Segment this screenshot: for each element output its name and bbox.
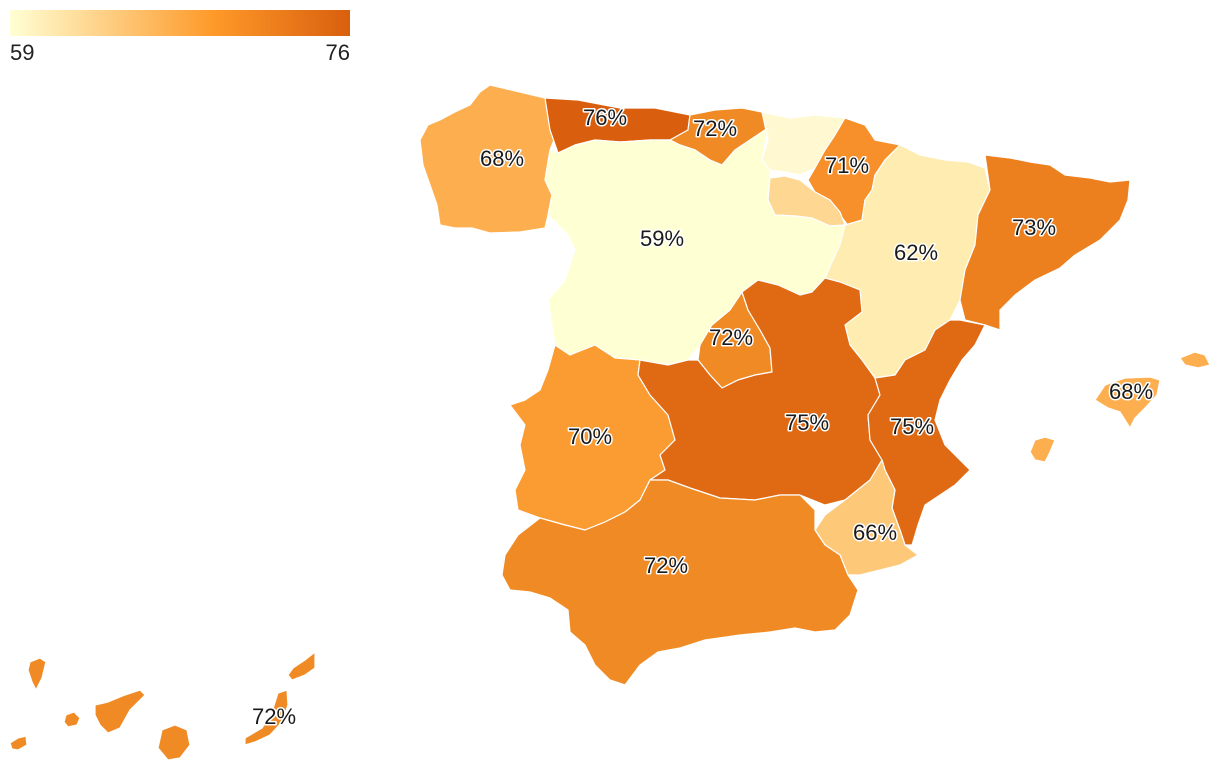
region-canarias-fuerteventura[interactable] (244, 689, 289, 746)
label-canarias: 72% (252, 704, 296, 729)
region-baleares-mallorca[interactable] (1094, 376, 1161, 429)
region-cataluna[interactable] (959, 154, 1131, 331)
label-murcia: 66% (853, 520, 897, 545)
region-andalucia[interactable] (501, 479, 859, 686)
region-baleares-ibiza[interactable] (1029, 436, 1056, 463)
region-canarias-la-palma[interactable] (27, 657, 47, 691)
region-canarias-el-hierro[interactable] (9, 735, 28, 751)
label-galicia: 68% (480, 146, 524, 171)
label-baleares: 68% (1109, 379, 1153, 404)
legend-gradient-bar (10, 10, 350, 36)
label-madrid: 72% (709, 325, 753, 350)
region-baleares-menorca[interactable] (1179, 351, 1211, 369)
label-cataluna: 73% (1012, 215, 1056, 240)
legend-max-label: 76 (325, 40, 350, 65)
region-murcia[interactable] (814, 459, 919, 576)
color-legend: 59 76 (10, 10, 350, 70)
label-andalucia: 72% (644, 553, 688, 578)
region-canarias-tenerife[interactable] (94, 689, 146, 734)
label-castilla-la-mancha: 75% (785, 410, 829, 435)
label-extremadura: 70% (568, 424, 612, 449)
label-aragon: 62% (894, 240, 938, 265)
region-canarias-lanzarote[interactable] (287, 651, 316, 681)
region-canarias-la-gomera[interactable] (63, 711, 81, 728)
label-castilla-y-leon: 59% (640, 226, 684, 251)
label-valencia: 75% (890, 414, 934, 439)
label-cantabria: 72% (693, 116, 737, 141)
label-navarra: 71% (825, 153, 869, 178)
legend-min-label: 59 (10, 40, 35, 65)
region-canarias-gran-canaria[interactable] (157, 724, 191, 761)
label-asturias: 76% (583, 105, 627, 130)
